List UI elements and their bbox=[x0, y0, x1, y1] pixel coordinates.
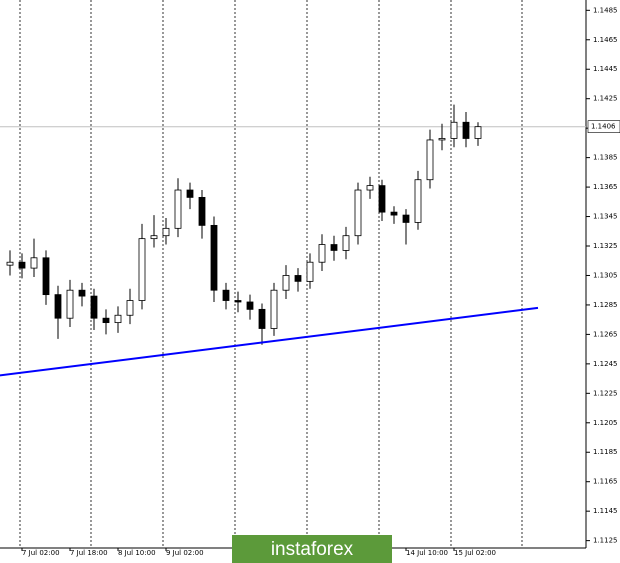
candle-body bbox=[426, 139, 434, 181]
candle-body bbox=[354, 189, 362, 237]
y-tick-label: 1.1225 bbox=[593, 389, 618, 397]
candle-body bbox=[450, 121, 458, 139]
y-tick-label: 1.1245 bbox=[593, 360, 618, 368]
x-tick-label: 7 Jul 02:00 bbox=[22, 549, 60, 557]
y-tick-label: 1.1305 bbox=[593, 271, 618, 279]
candle-body bbox=[234, 300, 242, 303]
candle-body bbox=[66, 289, 74, 319]
candle-body bbox=[210, 224, 218, 291]
y-tick-label: 1.1425 bbox=[593, 95, 618, 103]
candle-body bbox=[474, 126, 482, 139]
candle-body bbox=[162, 227, 170, 237]
candle-body bbox=[438, 138, 446, 141]
candle-body bbox=[306, 261, 314, 282]
y-tick-label: 1.1385 bbox=[593, 154, 618, 162]
y-tick-label: 1.1365 bbox=[593, 183, 618, 191]
trendline bbox=[0, 306, 539, 377]
candle-body bbox=[378, 185, 386, 213]
y-tick-label: 1.1125 bbox=[593, 537, 618, 545]
y-tick-label: 1.1325 bbox=[593, 242, 618, 250]
candle-body bbox=[30, 257, 38, 269]
y-tick-label: 1.1145 bbox=[593, 507, 618, 515]
price-label: 1.1406 bbox=[591, 123, 616, 131]
candle-body bbox=[258, 308, 266, 329]
x-tick-label: 7 Jul 18:00 bbox=[70, 549, 108, 557]
x-tick-label: 9 Jul 02:00 bbox=[166, 549, 204, 557]
y-tick-label: 1.1285 bbox=[593, 301, 618, 309]
candle-body bbox=[54, 294, 62, 319]
price-label-box bbox=[587, 120, 620, 133]
candle-body bbox=[330, 244, 338, 251]
y-tick-label: 1.1205 bbox=[593, 419, 618, 427]
candle-body bbox=[150, 235, 158, 240]
y-tick-label: 1.1445 bbox=[593, 65, 618, 73]
candle-body bbox=[126, 300, 134, 316]
candle-body bbox=[42, 257, 50, 296]
candle-body bbox=[78, 289, 86, 297]
candle-body bbox=[270, 289, 278, 329]
candle-body bbox=[198, 196, 206, 226]
x-tick-label: 14 Jul 10:00 bbox=[406, 549, 448, 557]
candle-body bbox=[186, 189, 194, 198]
candle-body bbox=[246, 301, 254, 310]
x-tick-label: 8 Jul 10:00 bbox=[118, 549, 156, 557]
candle-body bbox=[402, 214, 410, 223]
candle-body bbox=[138, 238, 146, 301]
y-tick-label: 1.1165 bbox=[593, 478, 618, 486]
candle-body bbox=[174, 189, 182, 229]
candle-body bbox=[6, 261, 14, 266]
y-tick-label: 1.1465 bbox=[593, 36, 618, 44]
candle-body bbox=[102, 317, 110, 324]
watermark: instaforex bbox=[271, 539, 354, 560]
y-tick-label: 1.1185 bbox=[593, 448, 618, 456]
y-tick-label: 1.1265 bbox=[593, 330, 618, 338]
candle-body bbox=[90, 295, 98, 319]
y-tick-label: 1.1485 bbox=[593, 6, 618, 14]
candle-body bbox=[222, 289, 230, 301]
candle-body bbox=[114, 314, 122, 324]
candle-body bbox=[294, 275, 302, 282]
candle-body bbox=[414, 179, 422, 223]
watermark-box bbox=[232, 535, 392, 563]
candle-body bbox=[342, 235, 350, 251]
x-tick-label: 15 Jul 02:00 bbox=[454, 549, 496, 557]
y-tick-label: 1.1345 bbox=[593, 213, 618, 221]
candle-body bbox=[462, 121, 470, 139]
candle-body bbox=[318, 244, 326, 263]
candle-body bbox=[366, 185, 374, 191]
candle-body bbox=[282, 275, 290, 291]
candle-body bbox=[390, 211, 398, 216]
candle-body bbox=[18, 261, 26, 269]
